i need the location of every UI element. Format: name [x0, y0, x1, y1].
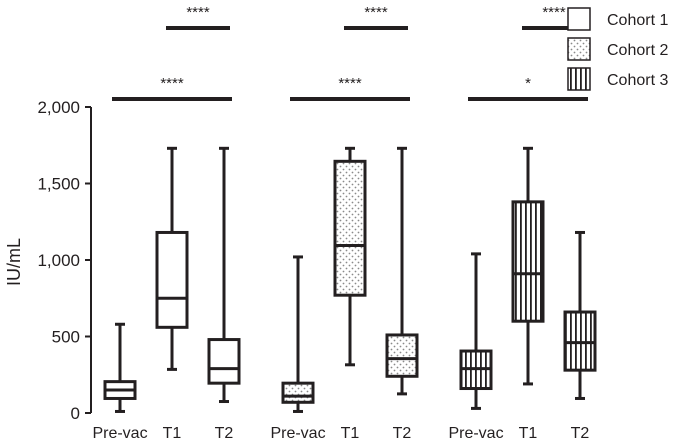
legend-swatch — [567, 37, 591, 61]
legend-swatch — [567, 7, 591, 31]
y-tick-label: 2,000 — [37, 98, 80, 117]
legend-label: Cohort 2 — [607, 42, 668, 59]
boxes — [103, 146, 597, 413]
box-cohort-2-t1 — [333, 146, 367, 367]
box-cohort-2-pre-vac — [281, 255, 315, 413]
significance-label: **** — [542, 4, 566, 21]
box-cohort-3-t2 — [563, 230, 597, 400]
box-cohort-2-t2 — [385, 146, 419, 396]
interquartile-box — [511, 200, 545, 323]
box-cohort-1-t1 — [155, 146, 189, 371]
y-ticks: 0 500 1,000 1,500 2,000 — [37, 98, 91, 423]
x-tick-label: T1 — [519, 425, 538, 442]
x-tick-label: T2 — [571, 425, 590, 442]
interquartile-box — [385, 333, 419, 378]
x-tick-label: T1 — [163, 425, 182, 442]
significance-label: **** — [338, 75, 362, 92]
interquartile-box — [281, 381, 315, 404]
significance-bracket: **** — [112, 75, 232, 101]
interquartile-box — [155, 230, 189, 329]
significance-bracket: **** — [344, 4, 408, 30]
legend-label: Cohort 1 — [607, 12, 668, 29]
significance-label: * — [525, 75, 531, 92]
interquartile-box — [333, 159, 367, 297]
significance-label: **** — [160, 75, 184, 92]
significance-bracket: **** — [166, 4, 230, 30]
interquartile-box — [563, 310, 597, 372]
box-cohort-3-t1 — [511, 146, 545, 386]
x-tick-label: Pre-vac — [92, 425, 147, 442]
box-cohort-3-pre-vac — [459, 252, 493, 410]
x-tick-label: Pre-vac — [448, 425, 503, 442]
significance-bracket: **** — [290, 75, 410, 101]
legend-item: Cohort 2 — [567, 37, 668, 61]
y-tick-label: 1,000 — [37, 251, 80, 270]
significance-label: **** — [186, 4, 210, 21]
x-tick-labels: Pre-vac T1 T2 Pre-vac T1 T2 Pre-vac T1 T2 — [92, 425, 589, 442]
box-cohort-1-t2 — [207, 146, 241, 404]
legend-item: Cohort 1 — [567, 7, 668, 31]
legend: Cohort 1 Cohort 2 Cohort 3 — [567, 7, 668, 91]
x-tick-label: T2 — [215, 425, 234, 442]
y-axis: 0 500 1,000 1,500 2,000 IU/mL — [4, 98, 92, 423]
significance-brackets: **** **** ******** **** * — [112, 4, 588, 101]
x-tick-label: T1 — [341, 425, 360, 442]
y-tick-label: 500 — [52, 328, 80, 347]
y-tick-label: 1,500 — [37, 175, 80, 194]
legend-label: Cohort 3 — [607, 72, 668, 89]
box-cohort-1-pre-vac — [103, 322, 137, 413]
interquartile-box — [207, 338, 241, 385]
x-tick-label: T2 — [393, 425, 412, 442]
legend-swatch — [567, 67, 591, 91]
legend-item: Cohort 3 — [567, 67, 668, 91]
significance-label: **** — [364, 4, 388, 21]
y-axis-title: IU/mL — [4, 238, 24, 286]
y-tick-label: 0 — [71, 404, 80, 423]
significance-bracket: * — [468, 75, 588, 101]
x-tick-label: Pre-vac — [270, 425, 325, 442]
